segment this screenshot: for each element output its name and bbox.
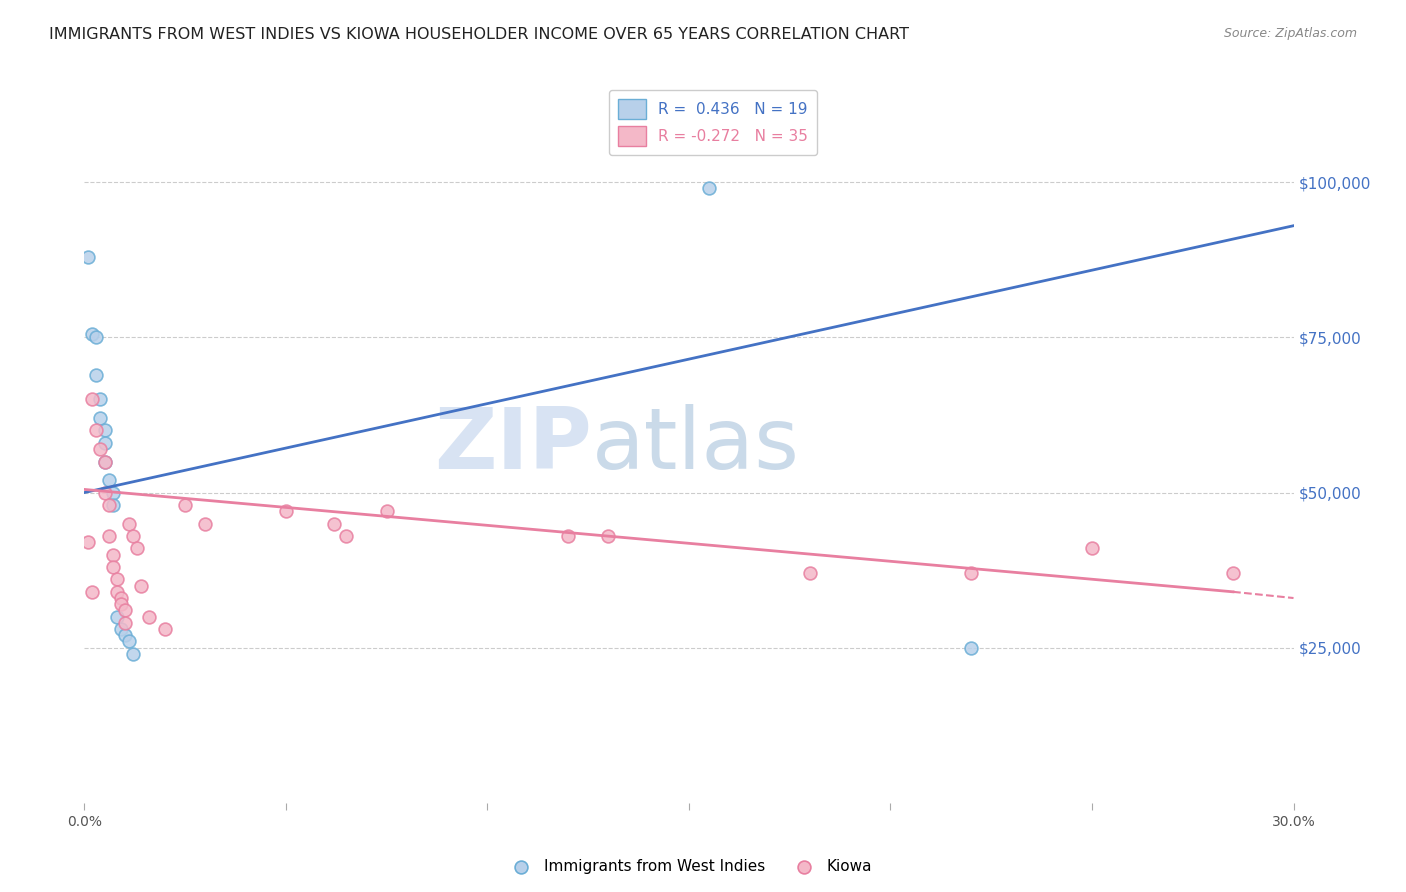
Point (86, 368, 108, 382)
Point (1081, 541, 1104, 556)
Point (557, 529, 579, 543)
Point (101, 560, 124, 574)
Point (121, 647, 143, 661)
Point (274, 504, 297, 518)
Point (101, 548, 124, 562)
Point (121, 529, 143, 543)
Point (82, 327, 104, 342)
Point (97, 473, 120, 487)
Point (89, 411, 111, 425)
Point (114, 603, 136, 617)
Point (110, 597, 132, 611)
Point (697, 181, 720, 195)
Point (97, 498, 120, 512)
Point (118, 516, 141, 531)
Point (105, 584, 128, 599)
Text: Source: ZipAtlas.com: Source: ZipAtlas.com (1223, 27, 1357, 40)
Point (138, 609, 160, 624)
Point (93, 424, 115, 438)
Point (77, 535, 100, 549)
Point (194, 516, 217, 531)
Point (375, 504, 398, 518)
Point (125, 541, 148, 556)
Point (93, 454, 115, 468)
Point (93, 454, 115, 468)
Point (114, 615, 136, 630)
Point (1222, 566, 1244, 581)
Point (323, 516, 346, 531)
Legend: Immigrants from West Indies, Kiowa: Immigrants from West Indies, Kiowa (499, 854, 879, 880)
Point (960, 566, 983, 581)
Point (110, 622, 132, 636)
Text: ZIP: ZIP (434, 404, 592, 488)
Point (105, 573, 128, 587)
Point (82, 392, 104, 407)
Point (129, 579, 152, 593)
Point (82, 584, 104, 599)
Point (77, 250, 100, 264)
Point (799, 566, 821, 581)
Text: IMMIGRANTS FROM WEST INDIES VS KIOWA HOUSEHOLDER INCOME OVER 65 YEARS CORRELATIO: IMMIGRANTS FROM WEST INDIES VS KIOWA HOU… (49, 27, 910, 42)
Point (960, 640, 983, 655)
Point (86, 424, 108, 438)
Point (118, 634, 141, 648)
Point (86, 330, 108, 344)
Point (93, 485, 115, 500)
Point (174, 498, 197, 512)
Point (89, 392, 111, 407)
Point (598, 529, 620, 543)
Point (89, 442, 111, 456)
Point (93, 436, 115, 450)
Point (101, 498, 124, 512)
Point (105, 609, 128, 624)
Point (153, 622, 176, 636)
Point (335, 529, 357, 543)
Point (97, 529, 120, 543)
Point (101, 485, 124, 500)
Text: atlas: atlas (592, 404, 800, 488)
Point (110, 591, 132, 605)
Point (114, 628, 136, 642)
